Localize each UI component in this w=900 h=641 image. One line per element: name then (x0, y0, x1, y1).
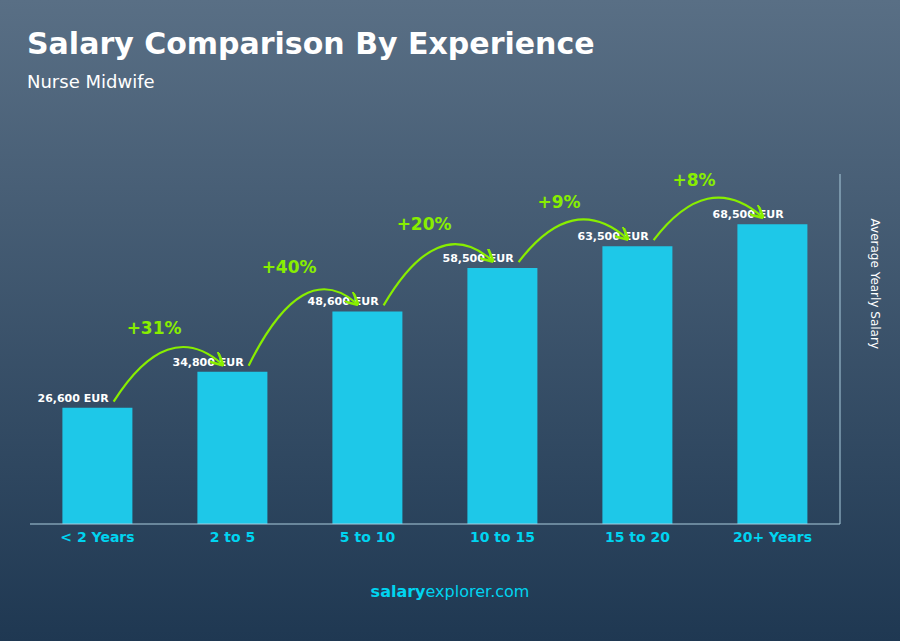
svg-text:58,500 EUR: 58,500 EUR (442, 252, 514, 265)
html-text:Nurse Midwife: Nurse Midwife (27, 71, 155, 92)
svg-text:< 2 Years: < 2 Years (60, 529, 134, 545)
svg-text:68,500 EUR: 68,500 EUR (712, 208, 784, 221)
svg-text:+8%: +8% (673, 170, 716, 190)
svg-text:34,800 EUR: 34,800 EUR (172, 356, 244, 369)
svg-text:48,600 EUR: 48,600 EUR (307, 295, 379, 308)
svg-text:20+ Years: 20+ Years (733, 529, 812, 545)
svg-text:15 to 20: 15 to 20 (605, 529, 670, 545)
svg-text:63,500 EUR: 63,500 EUR (577, 230, 649, 243)
svg-text:26,600 EUR: 26,600 EUR (37, 392, 109, 405)
svg-text:2 to 5: 2 to 5 (210, 529, 256, 545)
html-text:salary explorer.com: salary explorer.com (370, 582, 530, 601)
svg-text:+9%: +9% (538, 192, 581, 212)
svg-text:+40%: +40% (262, 257, 317, 277)
svg-text:5 to 10: 5 to 10 (340, 529, 396, 545)
svg-text:+20%: +20% (397, 214, 452, 234)
svg-text:Average Yearly Salary: Average Yearly Salary (868, 219, 882, 349)
svg-text:10 to 15: 10 to 15 (470, 529, 535, 545)
svg-text:+31%: +31% (127, 318, 182, 338)
html-text:Salary Comparison By Experienc: Salary Comparison By Experience (27, 26, 595, 61)
